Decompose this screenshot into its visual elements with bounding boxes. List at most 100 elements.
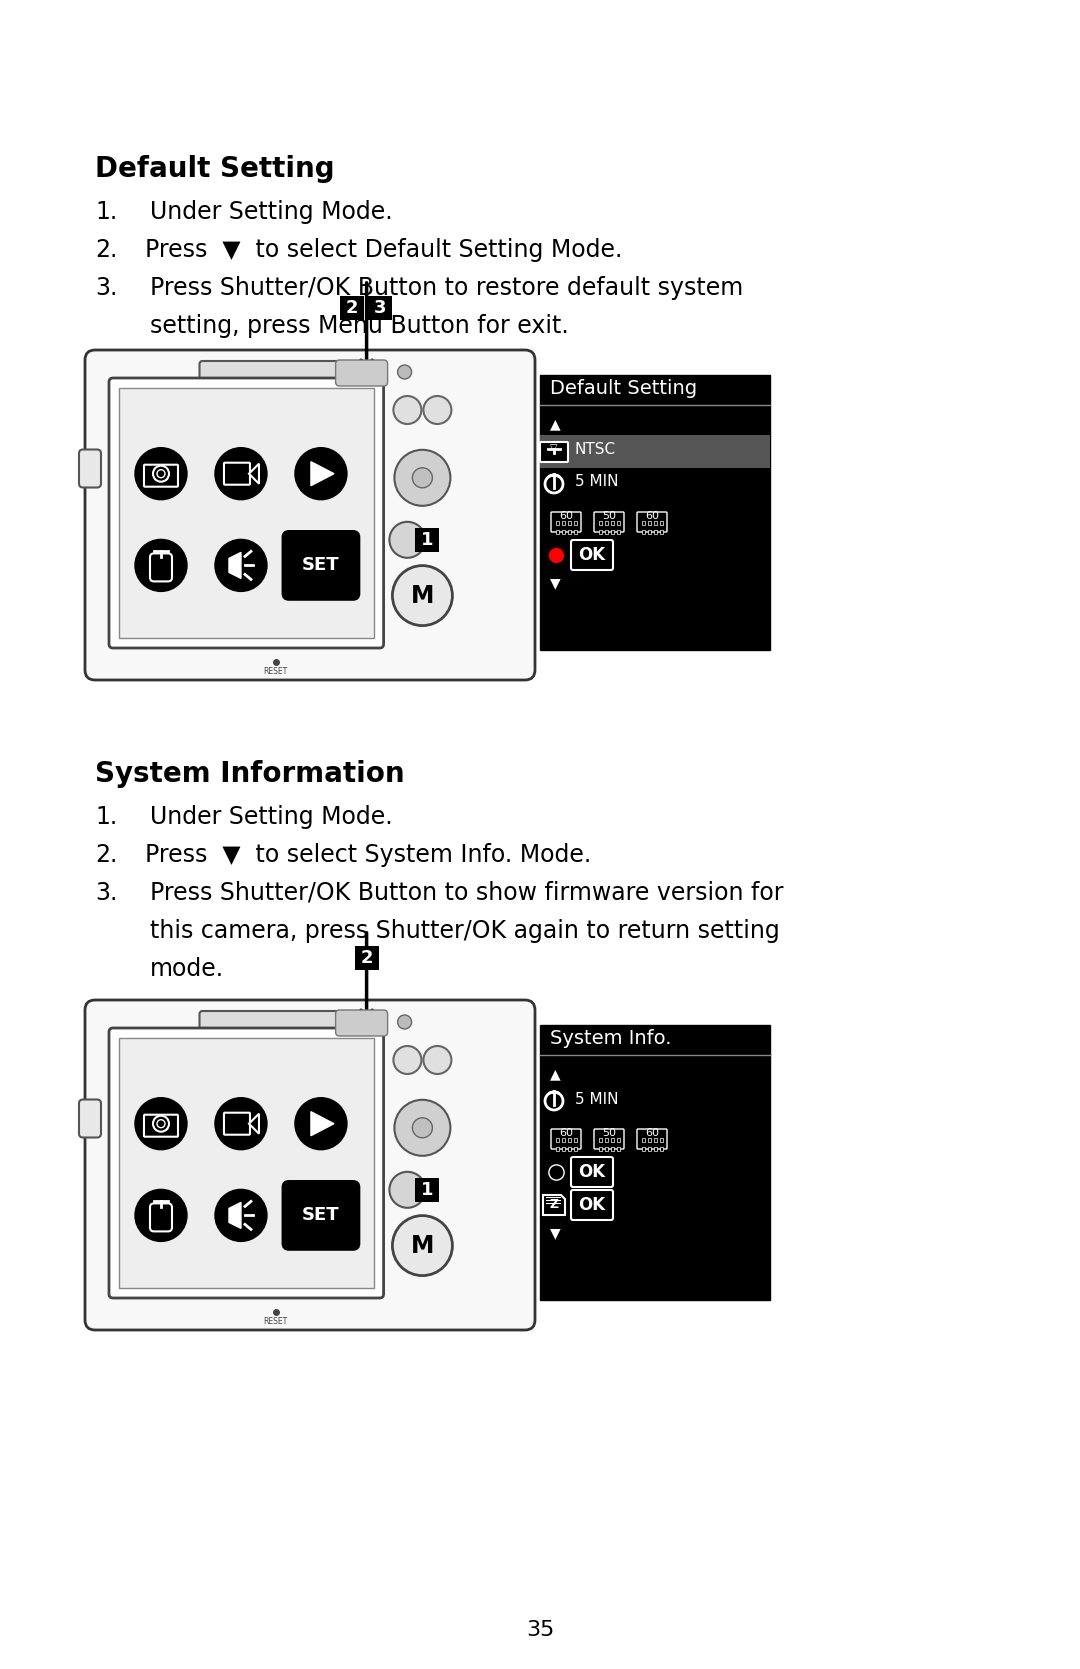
Bar xyxy=(573,1147,577,1152)
FancyBboxPatch shape xyxy=(144,1115,178,1137)
Bar xyxy=(562,521,565,526)
Bar xyxy=(605,1138,608,1142)
Polygon shape xyxy=(249,1113,259,1133)
Text: mode.: mode. xyxy=(150,956,225,981)
Bar xyxy=(573,521,577,526)
Bar xyxy=(660,521,663,526)
FancyBboxPatch shape xyxy=(144,464,178,487)
Circle shape xyxy=(215,1098,267,1150)
Polygon shape xyxy=(311,1112,334,1135)
Text: OK: OK xyxy=(579,1197,606,1213)
Circle shape xyxy=(135,1098,187,1150)
Text: SET: SET xyxy=(302,1207,340,1225)
FancyBboxPatch shape xyxy=(150,554,172,581)
Text: 1: 1 xyxy=(421,1180,434,1198)
Circle shape xyxy=(394,1100,450,1157)
FancyBboxPatch shape xyxy=(224,462,249,484)
Text: 2: 2 xyxy=(361,950,373,966)
Bar xyxy=(642,521,645,526)
Text: 3: 3 xyxy=(374,299,386,317)
Text: Press  ▼  to select System Info. Mode.: Press ▼ to select System Info. Mode. xyxy=(145,843,591,866)
Bar xyxy=(617,1147,620,1152)
Bar xyxy=(599,1138,602,1142)
Circle shape xyxy=(392,1215,453,1275)
Bar xyxy=(599,1147,602,1152)
FancyBboxPatch shape xyxy=(283,531,359,599)
Bar xyxy=(611,531,615,534)
Bar xyxy=(654,521,657,526)
Text: 5 MIN: 5 MIN xyxy=(575,1092,619,1107)
Circle shape xyxy=(215,539,267,591)
FancyBboxPatch shape xyxy=(637,512,667,532)
Bar xyxy=(156,1123,167,1128)
FancyBboxPatch shape xyxy=(551,512,581,532)
Circle shape xyxy=(423,1046,451,1073)
Bar xyxy=(605,1147,608,1152)
Bar xyxy=(648,1147,651,1152)
Circle shape xyxy=(153,466,168,482)
Bar xyxy=(648,521,651,526)
FancyBboxPatch shape xyxy=(224,1113,249,1135)
Bar xyxy=(568,531,571,534)
Text: 50: 50 xyxy=(602,1128,616,1138)
FancyBboxPatch shape xyxy=(150,1203,172,1232)
Text: ▽: ▽ xyxy=(550,442,557,452)
Text: 60: 60 xyxy=(645,511,659,521)
Circle shape xyxy=(413,1118,432,1138)
Bar xyxy=(556,1138,559,1142)
Bar xyxy=(119,387,374,638)
FancyBboxPatch shape xyxy=(637,1128,667,1148)
Circle shape xyxy=(215,447,267,499)
Text: NTSC: NTSC xyxy=(575,442,616,457)
Bar xyxy=(562,1138,565,1142)
Text: Press  ▼  to select Default Setting Mode.: Press ▼ to select Default Setting Mode. xyxy=(145,239,622,262)
FancyBboxPatch shape xyxy=(109,1028,383,1298)
Bar xyxy=(654,1147,657,1152)
Circle shape xyxy=(393,396,421,424)
Text: SET: SET xyxy=(302,556,340,574)
Text: OK: OK xyxy=(579,546,606,564)
FancyBboxPatch shape xyxy=(540,442,568,462)
Bar xyxy=(556,531,559,534)
FancyBboxPatch shape xyxy=(571,1190,613,1220)
Bar xyxy=(568,1147,571,1152)
Circle shape xyxy=(135,1190,187,1242)
Text: 60: 60 xyxy=(645,1128,659,1138)
FancyBboxPatch shape xyxy=(85,350,535,679)
Text: 1: 1 xyxy=(421,531,434,549)
FancyBboxPatch shape xyxy=(571,1157,613,1187)
Circle shape xyxy=(135,539,187,591)
Circle shape xyxy=(397,1015,411,1030)
Circle shape xyxy=(390,522,426,557)
FancyBboxPatch shape xyxy=(594,512,624,532)
Circle shape xyxy=(295,1098,347,1150)
Bar xyxy=(642,1147,645,1152)
Bar xyxy=(568,1138,571,1142)
Polygon shape xyxy=(311,462,334,486)
Bar xyxy=(660,1147,663,1152)
Text: Under Setting Mode.: Under Setting Mode. xyxy=(150,804,393,829)
Circle shape xyxy=(215,1190,267,1242)
Circle shape xyxy=(157,469,165,477)
Bar xyxy=(119,1038,374,1288)
Text: OK: OK xyxy=(579,1163,606,1182)
Circle shape xyxy=(135,447,187,499)
Bar xyxy=(562,531,565,534)
FancyBboxPatch shape xyxy=(336,1010,388,1036)
Circle shape xyxy=(295,447,347,499)
Bar xyxy=(660,531,663,534)
Bar xyxy=(156,472,167,479)
Text: 2: 2 xyxy=(346,299,357,317)
Circle shape xyxy=(397,366,411,379)
Text: 2.: 2. xyxy=(95,843,118,866)
Text: 1.: 1. xyxy=(95,804,118,829)
Text: 1.: 1. xyxy=(95,200,118,224)
Text: Under Setting Mode.: Under Setting Mode. xyxy=(150,200,393,224)
Text: 5 MIN: 5 MIN xyxy=(575,474,619,489)
Bar xyxy=(660,1138,663,1142)
Text: M: M xyxy=(410,1233,434,1258)
Text: 2.: 2. xyxy=(95,239,118,262)
FancyBboxPatch shape xyxy=(200,1011,356,1031)
Bar xyxy=(617,521,620,526)
Bar xyxy=(617,1138,620,1142)
